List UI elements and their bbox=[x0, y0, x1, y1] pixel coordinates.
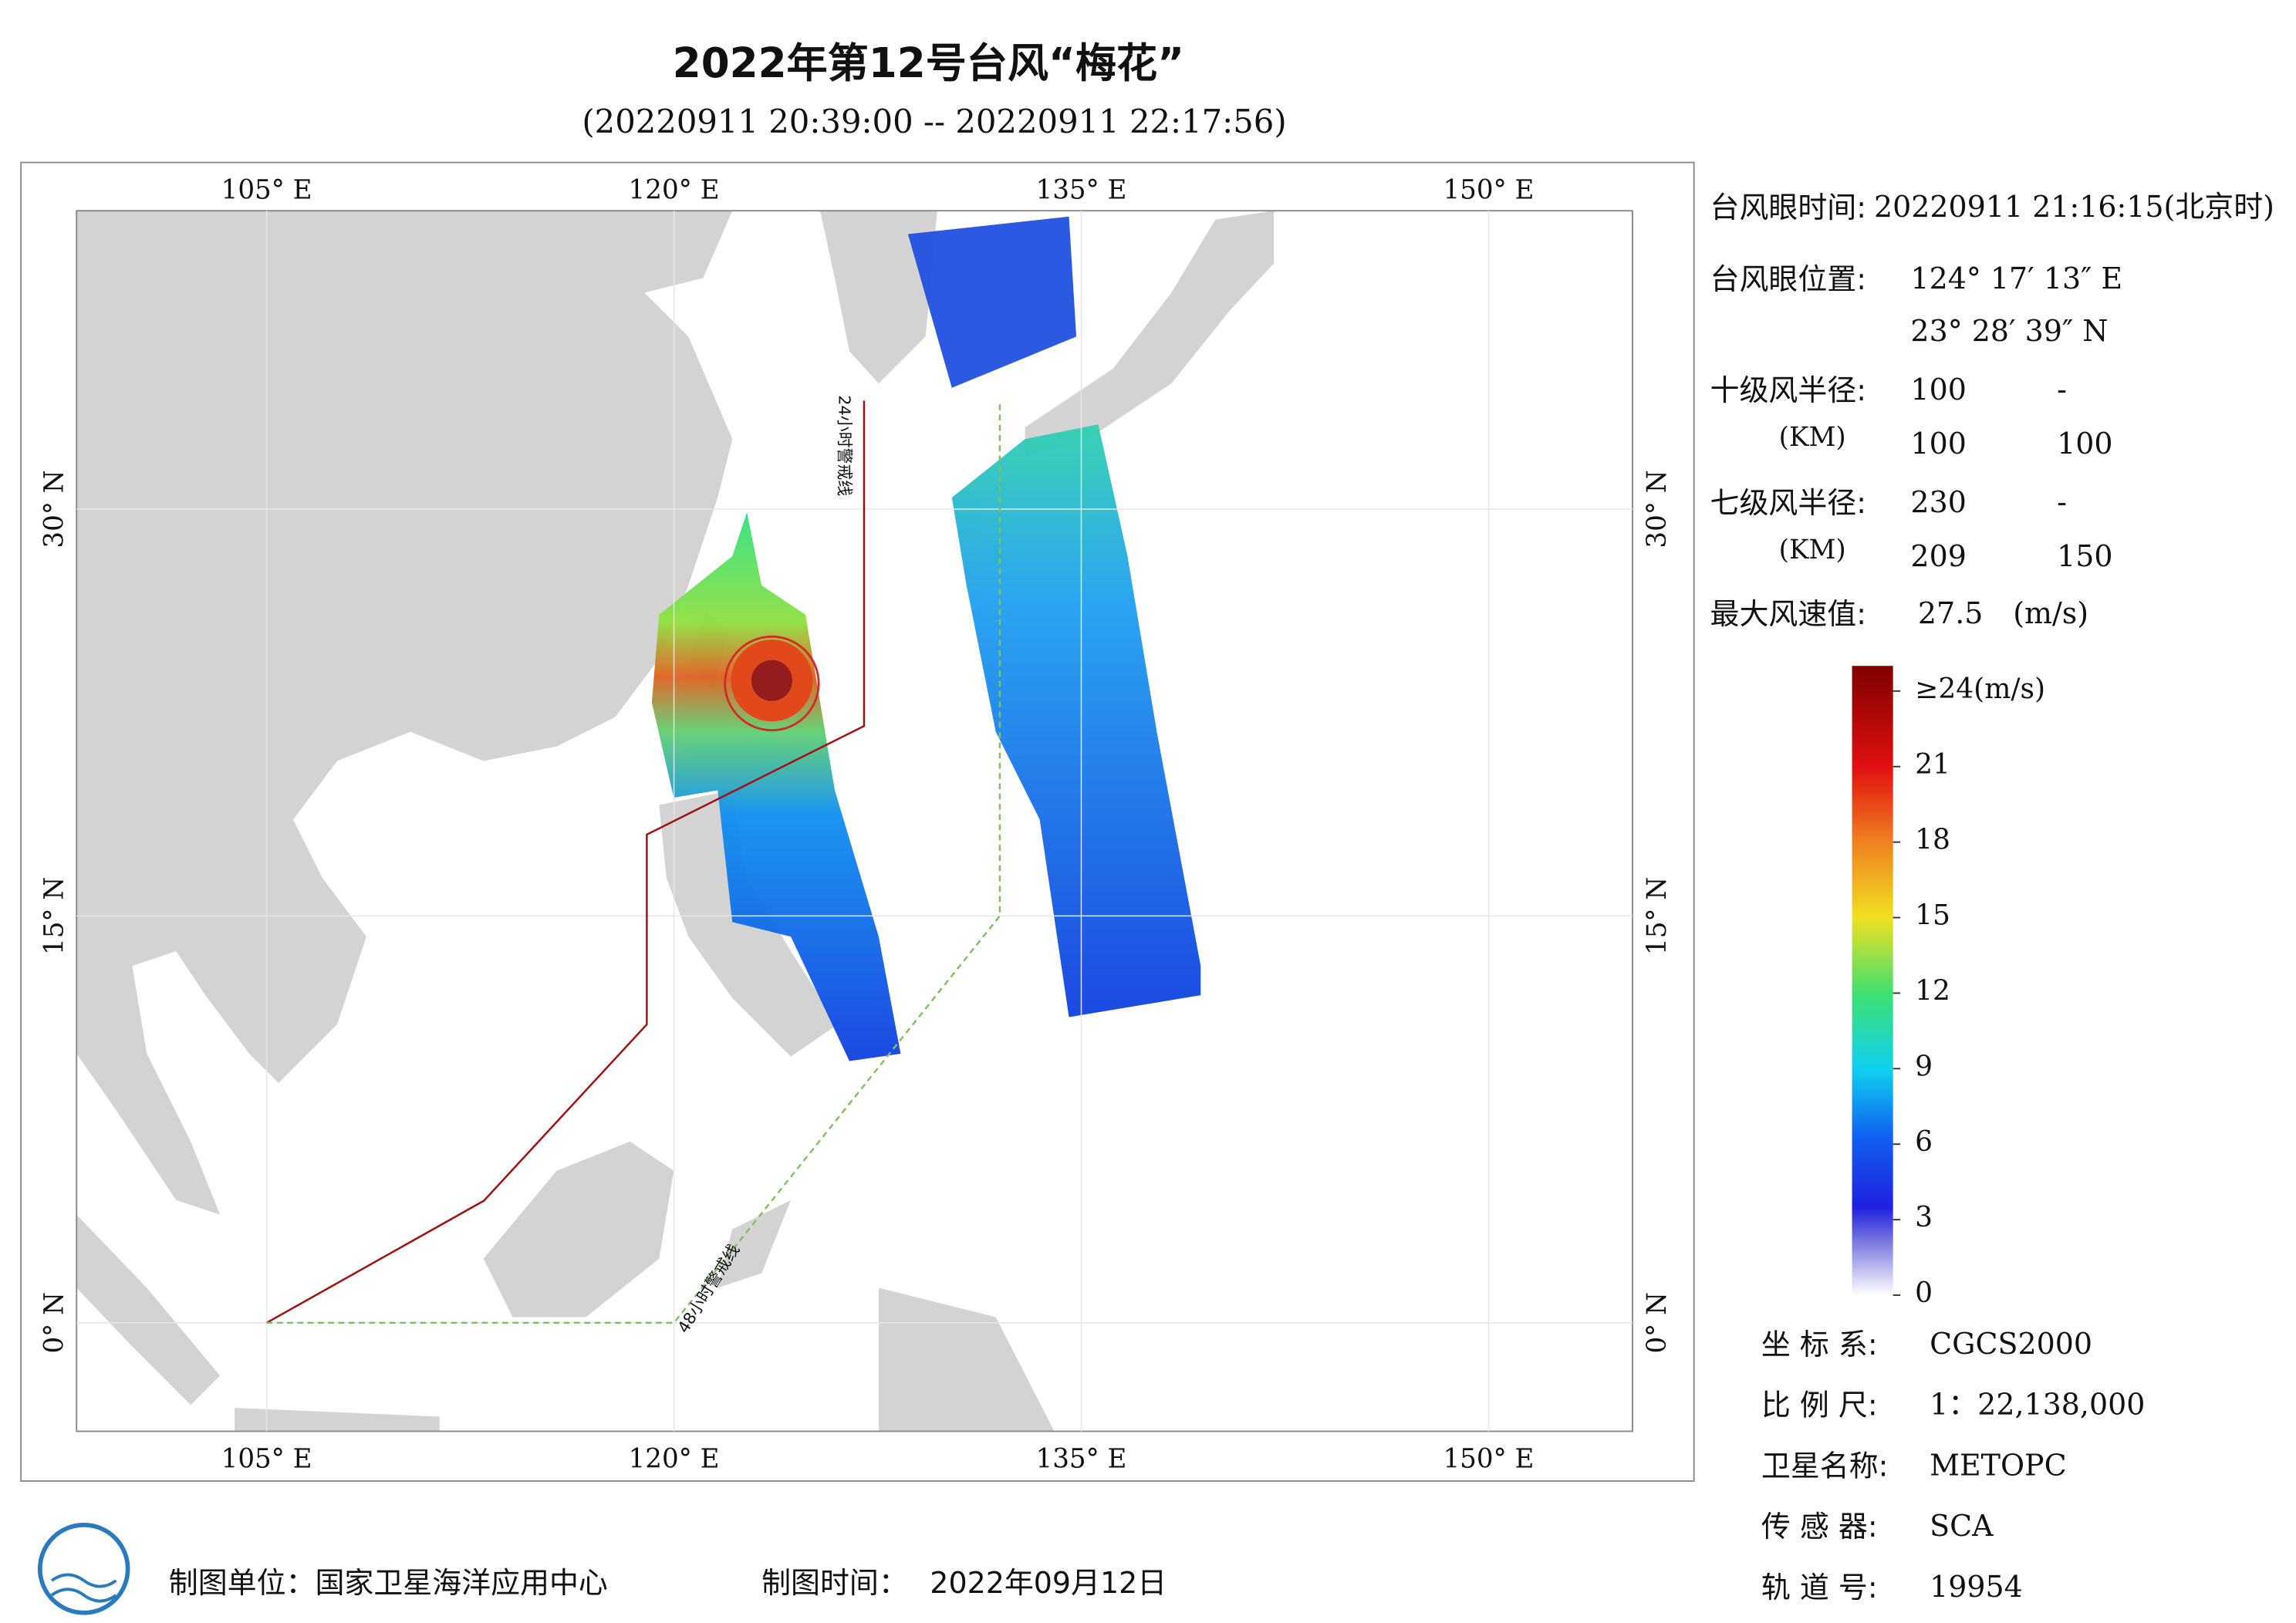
info-label: 最大风速值: bbox=[1710, 597, 1866, 631]
info-value: 100 bbox=[2057, 427, 2112, 461]
lon-label-top: 135° E bbox=[1036, 175, 1127, 206]
meta-value: SCA bbox=[1930, 1509, 1994, 1543]
graticule bbox=[76, 211, 1633, 1432]
lon-label-top: 150° E bbox=[1443, 175, 1534, 206]
lat-label-right: 15° N bbox=[1642, 877, 1673, 955]
info-value: 100 bbox=[1910, 373, 1966, 407]
colorbar-label: ≥24(m/s) bbox=[1915, 673, 2045, 705]
info-value: - bbox=[2057, 373, 2067, 407]
lon-label-top: 105° E bbox=[221, 175, 312, 206]
info-unit: (m/s) bbox=[2013, 596, 2088, 630]
info-label: 台风眼时间: bbox=[1710, 191, 1866, 224]
meta-value: 19954 bbox=[1930, 1570, 2023, 1604]
map-frame bbox=[76, 210, 1633, 1432]
meta-label: 坐 标 系: bbox=[1761, 1328, 1878, 1361]
lon-label-bottom: 105° E bbox=[221, 1443, 312, 1474]
lon-label-top: 120° E bbox=[629, 175, 720, 206]
info-value: 124° 17′ 13″ E bbox=[1910, 262, 2122, 295]
meta-label: 卫星名称: bbox=[1761, 1449, 1889, 1483]
meta-label: 比 例 尺: bbox=[1761, 1388, 1878, 1422]
meta-value: CGCS2000 bbox=[1930, 1327, 2092, 1361]
info-label: 七级风半径: bbox=[1710, 486, 1866, 520]
lat-label-right: 30° N bbox=[1642, 470, 1673, 548]
colorbar bbox=[1852, 666, 1893, 1296]
colorbar-label: 18 bbox=[1915, 825, 1950, 856]
info-value: 209 bbox=[1910, 539, 1966, 573]
lat-label-left: 15° N bbox=[39, 877, 70, 955]
lat-label-right: 0° N bbox=[1642, 1292, 1673, 1353]
info-value: 20220911 21:16:15(北京时) bbox=[1874, 190, 2274, 224]
info-label: 十级风半径: bbox=[1710, 373, 1866, 407]
warning-line bbox=[266, 400, 866, 1324]
footer-unit: 制图单位：国家卫星海洋应用中心 bbox=[169, 1566, 608, 1600]
footer-time-label: 制图时间： bbox=[761, 1566, 908, 1600]
colorbar-label: 15 bbox=[1915, 900, 1950, 932]
lon-label-bottom: 120° E bbox=[629, 1443, 720, 1474]
meta-value: METOPC bbox=[1930, 1448, 2067, 1482]
logo bbox=[37, 1523, 130, 1615]
meta-label: 轨 道 号: bbox=[1761, 1571, 1878, 1604]
info-value: 100 bbox=[1910, 427, 1966, 461]
info-value: 27.5 bbox=[1918, 596, 1983, 630]
info-unit: (KM) bbox=[1779, 535, 1846, 565]
lat-label-left: 0° N bbox=[39, 1292, 70, 1353]
colorbar-label: 3 bbox=[1915, 1202, 1933, 1233]
colorbar-label: 12 bbox=[1915, 975, 1950, 1007]
map-frame-outer bbox=[20, 161, 1695, 1482]
subtitle: (20220911 20:39:00 -- 20220911 22:17:56) bbox=[582, 103, 1286, 140]
lon-label-bottom: 150° E bbox=[1443, 1443, 1534, 1474]
info-unit: (KM) bbox=[1779, 422, 1846, 453]
info-value: - bbox=[2057, 485, 2067, 519]
info-value: 23° 28′ 39″ N bbox=[1910, 314, 2108, 348]
lon-label-bottom: 135° E bbox=[1036, 1443, 1127, 1474]
title: 2022年第12号台风“梅花” bbox=[673, 39, 1184, 87]
lat-label-left: 30° N bbox=[39, 470, 70, 548]
info-value: 230 bbox=[1910, 485, 1966, 519]
colorbar-label: 21 bbox=[1915, 749, 1950, 781]
colorbar-label: 9 bbox=[1915, 1051, 1933, 1082]
warning-label-24h: 24小时警戒线 bbox=[835, 395, 853, 496]
info-label: 台风眼位置: bbox=[1710, 262, 1866, 296]
info-value: 150 bbox=[2057, 539, 2112, 573]
footer-time: 2022年09月12日 bbox=[930, 1566, 1167, 1600]
meta-value: 1：22,138,000 bbox=[1930, 1388, 2145, 1422]
warning-line bbox=[266, 400, 1001, 1324]
land bbox=[76, 211, 1275, 1432]
meta-label: 传 感 器: bbox=[1761, 1510, 1878, 1544]
colorbar-label: 0 bbox=[1915, 1277, 1933, 1309]
colorbar-label: 6 bbox=[1915, 1126, 1933, 1158]
wind-swaths bbox=[651, 216, 1201, 1061]
